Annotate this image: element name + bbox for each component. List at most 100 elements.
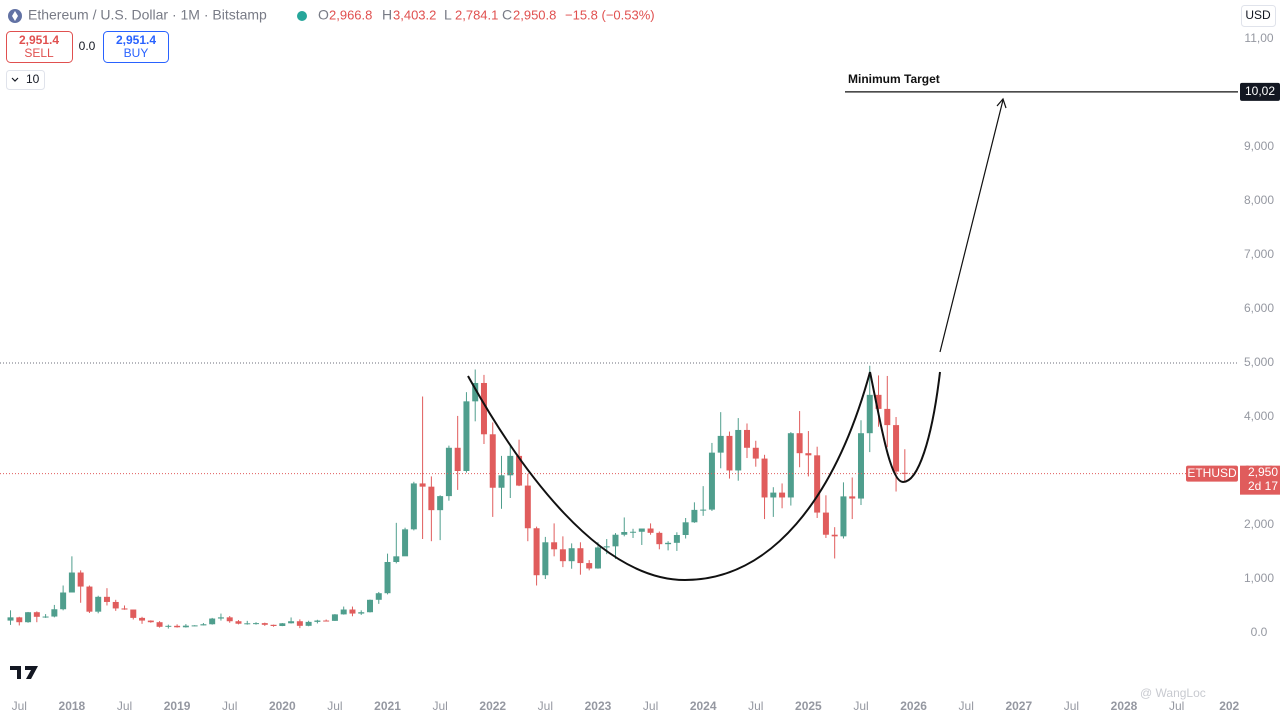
change: −15.8 (−0.53%) [565, 7, 655, 22]
spread: 0.0 [79, 39, 96, 53]
candle-body [630, 531, 637, 533]
candle-body [638, 528, 645, 532]
candle-body [708, 452, 715, 510]
candle-body [814, 455, 821, 513]
currency[interactable]: USD [1245, 8, 1271, 22]
candle-body [516, 455, 523, 486]
candle-body [849, 496, 856, 499]
candle-body [419, 483, 426, 487]
candle-body [279, 623, 286, 626]
candle-body [445, 447, 452, 497]
ohlc-label: H [382, 7, 392, 23]
candle-body [463, 401, 470, 472]
candle-body [787, 433, 794, 498]
candle-body [559, 549, 566, 562]
price-tag [1240, 465, 1280, 495]
candle-body [682, 522, 689, 535]
chevron[interactable] [11, 77, 19, 82]
candle-body [226, 617, 233, 622]
sell-price[interactable]: 2,951.4 [19, 33, 59, 47]
currency-button[interactable] [1241, 5, 1276, 27]
x-tick-label: Jul [12, 699, 27, 713]
candle-body [121, 608, 128, 610]
candle-body [822, 512, 829, 535]
indicator-toggle[interactable] [6, 70, 45, 90]
candle-body [489, 434, 496, 488]
x-tick-label: Jul [1169, 699, 1184, 713]
candle-body [139, 617, 146, 621]
x-tick-label: Jul [853, 699, 868, 713]
candle-body [779, 492, 786, 498]
candle-body [796, 433, 803, 454]
y-tick-label: 9,000 [1244, 139, 1274, 153]
candle-body [112, 601, 119, 609]
tv-logo[interactable] [10, 666, 38, 679]
candle-body [840, 496, 847, 537]
candle-body [191, 625, 198, 627]
candle-body [568, 548, 575, 562]
candle-body [314, 620, 321, 622]
candle-body [603, 546, 610, 548]
target-label: Minimum Target [848, 72, 940, 86]
candle-body [735, 429, 742, 471]
candle-body [551, 542, 558, 550]
x-tick-label: Jul [432, 699, 447, 713]
candle-body [7, 617, 14, 621]
candle-body [761, 458, 768, 498]
y-tick-label: 6,000 [1244, 301, 1274, 315]
x-tick-label: Jul [1064, 699, 1079, 713]
ohlc-value: 2,950.8 [513, 7, 556, 22]
candle-body [454, 447, 461, 472]
symbol-icon-glyph [12, 11, 18, 21]
x-tick-label: Jul [748, 699, 763, 713]
candle-body [410, 483, 417, 530]
ohlc-label: O [318, 7, 329, 23]
x-tick-label: Jul [538, 699, 553, 713]
buy-label[interactable]: BUY [124, 46, 149, 60]
indicator-value[interactable]: 10 [26, 72, 40, 86]
x-tick-label: 202 [1219, 699, 1239, 713]
y-tick-label: 4,000 [1244, 409, 1274, 423]
x-tick-label: 2027 [1005, 699, 1032, 713]
sell-button[interactable] [6, 31, 73, 63]
candle-body [875, 394, 882, 409]
ohlc-values: O 2,966.8 H 3,403.2 L 2,784.1 C 2,950.8 [318, 7, 556, 23]
candle-body [857, 433, 864, 499]
candle-body [507, 455, 514, 476]
candle-body [261, 623, 268, 625]
buy-price[interactable]: 2,951.4 [116, 33, 156, 47]
candle-body [33, 612, 40, 617]
x-tick-label: Jul [959, 699, 974, 713]
x-tick-label: 2028 [1111, 699, 1138, 713]
symbol-tag [1186, 465, 1238, 482]
target-tag-text: 10,02 [1245, 84, 1275, 98]
candle-body [866, 394, 873, 434]
x-tick-label: 2024 [690, 699, 717, 713]
y-tick-label: 5,000 [1244, 355, 1274, 369]
candle-body [235, 621, 242, 624]
candle-body [95, 596, 102, 612]
candle-body [700, 509, 707, 511]
candle-body [130, 609, 137, 618]
candle-body [498, 475, 505, 488]
x-tick-label: 2018 [59, 699, 86, 713]
arrow-head [996, 97, 1007, 109]
x-tick-label: 2020 [269, 699, 296, 713]
candle-body [77, 572, 84, 587]
sell-label[interactable]: SELL [24, 46, 54, 60]
candle-body [366, 599, 373, 613]
buy-button[interactable] [103, 31, 169, 63]
candle-body [805, 453, 812, 456]
candle-body [831, 534, 838, 537]
candle-body [270, 624, 277, 626]
candle-body [586, 563, 593, 569]
x-tick-label: 2025 [795, 699, 822, 713]
candle-body [542, 542, 549, 576]
candle-body [156, 622, 163, 627]
candle-body [165, 625, 172, 627]
candle-body [612, 534, 619, 547]
y-tick-label: 2,000 [1244, 517, 1274, 531]
ohlc-label: L [444, 7, 452, 23]
candle-body [147, 620, 154, 623]
x-tick-label: 2021 [374, 699, 401, 713]
